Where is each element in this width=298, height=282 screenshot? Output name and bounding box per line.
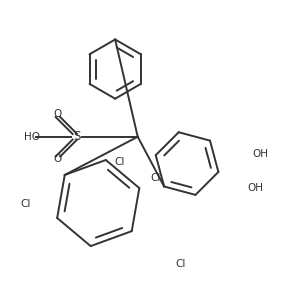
Text: O: O: [54, 109, 62, 119]
Text: Cl: Cl: [151, 173, 161, 183]
Text: OH: OH: [252, 149, 268, 159]
Text: S: S: [73, 130, 81, 143]
Text: Cl: Cl: [176, 259, 186, 269]
Text: OH: OH: [248, 182, 264, 193]
Text: O: O: [54, 154, 62, 164]
Text: Cl: Cl: [115, 157, 125, 166]
Text: Cl: Cl: [20, 199, 31, 210]
Text: HO: HO: [24, 132, 40, 142]
